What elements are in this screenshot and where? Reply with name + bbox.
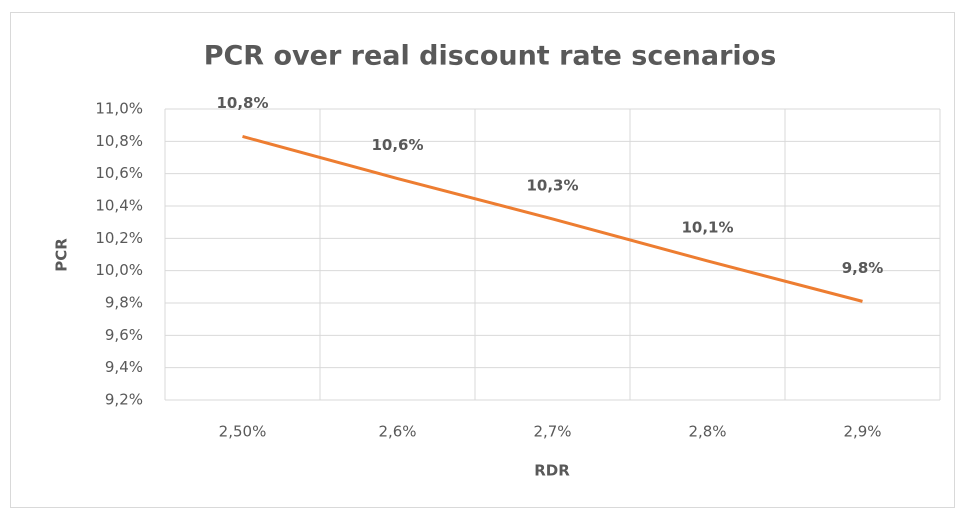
y-tick-label: 10,6% [95,164,143,182]
x-axis-label: RDR [534,462,570,480]
data-label: 10,8% [216,94,268,112]
y-tick-label: 9,6% [105,326,143,344]
y-tick-label: 11,0% [95,100,143,118]
y-tick-label: 10,8% [95,132,143,150]
y-tick-label: 10,0% [95,261,143,279]
y-tick-label: 10,2% [95,229,143,247]
y-tick-label: 9,4% [105,358,143,376]
y-tick-label: 9,2% [105,391,143,409]
x-tick-label: 2,8% [688,423,726,441]
data-label: 10,1% [681,218,733,236]
data-label: 10,6% [371,136,423,154]
y-axis-label: PCR [53,238,71,272]
data-line [242,135,863,303]
data-label: 9,8% [842,259,884,277]
chart-frame [10,12,955,508]
y-tick-label: 10,4% [95,197,143,215]
data-label: 10,3% [526,176,578,194]
y-tick-label: 9,8% [105,294,143,312]
x-tick-label: 2,6% [378,423,416,441]
x-tick-label: 2,9% [843,423,881,441]
x-tick-label: 2,50% [219,423,267,441]
chart-title: PCR over real discount rate scenarios [204,41,777,72]
x-tick-label: 2,7% [533,423,571,441]
